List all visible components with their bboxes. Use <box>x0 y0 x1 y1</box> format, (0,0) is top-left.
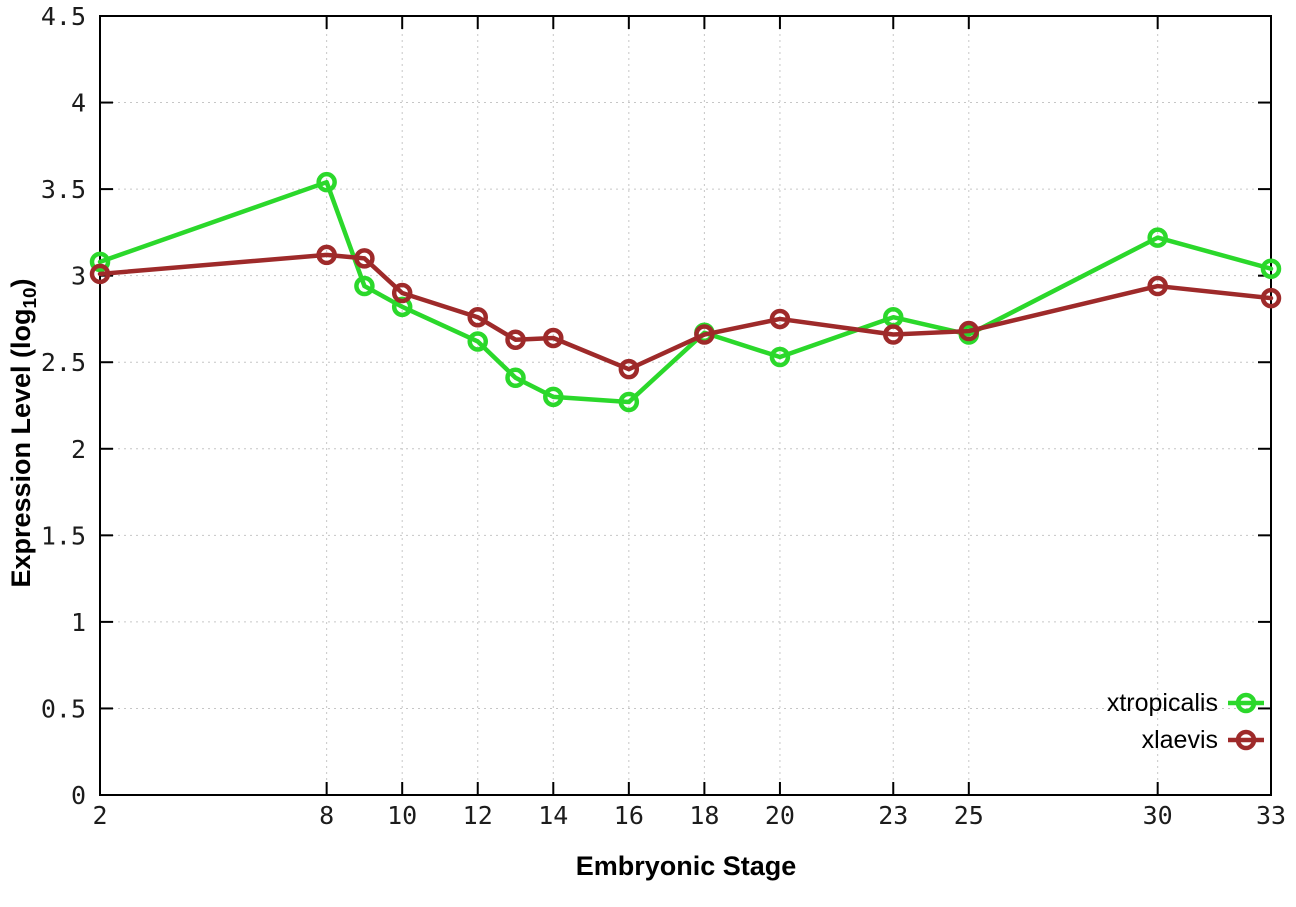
data-point-xtropicalis <box>769 346 791 368</box>
data-point-xlaevis <box>354 248 375 269</box>
data-point-xlaevis <box>391 282 413 304</box>
x-axis-label: Embryonic Stage <box>575 851 797 881</box>
y-tick-label: 1.5 <box>41 521 86 550</box>
data-point-xlaevis <box>883 324 904 345</box>
legend-label-xlaevis: xlaevis <box>1142 726 1218 754</box>
data-point-xlaevis <box>467 306 488 328</box>
data-point-xlaevis <box>316 244 337 266</box>
x-tick-label: 25 <box>954 801 984 830</box>
y-tick-label: 0 <box>71 781 86 810</box>
legend-label-xtropicalis: xtropicalis <box>1107 689 1218 717</box>
y-axis-label-subscript: 10 <box>20 287 42 309</box>
data-point-xlaevis <box>958 320 980 342</box>
data-point-xtropicalis <box>543 386 564 408</box>
data-point-xlaevis <box>89 263 111 285</box>
y-axis-label: Expression Level (log10) <box>6 278 42 587</box>
x-tick-label: 18 <box>689 801 719 830</box>
x-tick-label: 23 <box>878 801 908 830</box>
x-tick-label: 14 <box>538 801 568 830</box>
x-tick-label: 33 <box>1256 801 1286 830</box>
y-tick-label: 4.5 <box>41 2 86 31</box>
data-point-xtropicalis <box>1260 258 1282 279</box>
data-point-xlaevis <box>769 308 791 330</box>
y-tick-label: 0.5 <box>41 694 86 723</box>
y-tick-label: 3 <box>71 262 86 291</box>
y-axis-label-text: Expression Level (log <box>5 308 36 588</box>
data-point-xlaevis <box>694 324 715 345</box>
data-point-xlaevis <box>543 327 564 349</box>
data-point-xtropicalis <box>316 171 337 193</box>
plot-border <box>99 15 1272 796</box>
series-line-xtropicalis <box>97 179 1274 405</box>
data-point-xlaevis <box>618 358 640 380</box>
data-point-xlaevis <box>1260 287 1282 309</box>
data-point-xtropicalis <box>505 367 526 389</box>
y-tick-label: 4 <box>71 89 86 118</box>
data-point-xtropicalis <box>618 391 640 413</box>
data-point-xtropicalis <box>1147 227 1168 248</box>
x-tick-label: 20 <box>765 801 795 830</box>
data-point-xlaevis <box>1147 275 1168 297</box>
y-tick-label: 2.5 <box>41 348 86 377</box>
x-tick-label: 16 <box>614 801 644 830</box>
x-tick-label: 8 <box>319 801 334 830</box>
data-point-xlaevis <box>505 329 526 350</box>
data-point-xtropicalis <box>354 275 375 297</box>
y-tick-label: 2 <box>71 435 86 464</box>
y-axis-label-suffix: ) <box>5 278 36 288</box>
x-tick-label: 12 <box>463 801 493 830</box>
x-tick-label: 10 <box>387 801 417 830</box>
data-point-xtropicalis <box>467 331 488 352</box>
x-tick-label: 30 <box>1143 801 1173 830</box>
y-tick-label: 1 <box>71 608 86 637</box>
x-tick-label: 2 <box>92 801 107 830</box>
data-point-xtropicalis <box>89 251 111 273</box>
y-tick-label: 3.5 <box>41 175 86 204</box>
legend-marker-xlaevis <box>1235 729 1257 751</box>
legend-marker-xtropicalis <box>1235 692 1257 714</box>
